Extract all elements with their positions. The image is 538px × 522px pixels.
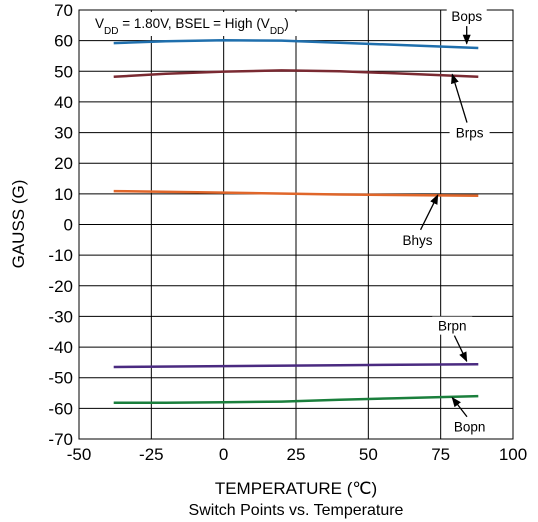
y-axis-title: GAUSS (G): [9, 180, 28, 269]
y-tick-label: 60: [54, 32, 73, 51]
annotation-arrow-brpn: [453, 335, 468, 363]
y-tick-labels: 70 60 50 40 30 20 10 0 -10 -20 -30 -40 -50 -60 -70: [48, 1, 73, 449]
x-tick-label: -25: [139, 445, 164, 464]
y-tick-label: 0: [64, 216, 73, 235]
y-tick-label: 10: [54, 185, 73, 204]
series-line-bopn: [113, 394, 479, 405]
x-tick-label: -50: [67, 445, 92, 464]
y-tick-label: 50: [54, 62, 73, 81]
condition-bg: [92, 12, 338, 36]
annotation-arrow-bhys: [419, 194, 439, 231]
annotation-label-brpn: Brpn: [438, 319, 467, 334]
y-tick-label: 70: [54, 1, 73, 20]
chart-caption: Switch Points vs. Temperature: [189, 502, 404, 519]
annotation-label-brps: Brps: [456, 126, 484, 141]
y-tick-label: 30: [54, 124, 73, 143]
series-line-bhys: [113, 189, 479, 197]
plot-frame: [78, 9, 514, 440]
annotation-label-bops: Bops: [451, 9, 482, 24]
y-tick-label: 20: [54, 154, 73, 173]
x-tick-label: 0: [219, 445, 228, 464]
y-tick-label: -20: [48, 277, 73, 296]
series-lines: [113, 39, 479, 405]
x-axis-title: TEMPERATURE (℃): [215, 479, 377, 498]
y-tick-label: -60: [48, 399, 73, 418]
annotations: Bops Brps Bhys Brpn Bopn: [397, 7, 490, 436]
x-tick-label: 100: [499, 445, 527, 464]
annotation-arrow-bopn: [451, 396, 468, 418]
annotation-label-bopn: Bopn: [454, 420, 486, 435]
x-tick-label: 50: [359, 445, 378, 464]
annotation-bg: [449, 417, 490, 436]
y-tick-label: -50: [48, 369, 73, 388]
condition-text: VDD = 1.80V, BSEL = High (VDD): [95, 16, 289, 37]
annotation-bg: [446, 7, 487, 26]
annotation-bg: [432, 316, 473, 335]
y-tick-label: -40: [48, 338, 73, 357]
annotation-arrow-brps: [451, 73, 468, 123]
x-tick-label: 75: [431, 445, 450, 464]
series-line-bops: [113, 39, 479, 50]
annotation-label-bhys: Bhys: [403, 233, 433, 248]
annotation-bg: [397, 230, 438, 249]
y-tick-label: -30: [48, 307, 73, 326]
y-tick-label: -10: [48, 246, 73, 265]
series-line-brpn: [113, 362, 479, 369]
series-line-brps: [113, 69, 479, 79]
y-tick-label: 40: [54, 93, 73, 112]
x-tick-label: 25: [287, 445, 306, 464]
x-tick-labels: -50 -25 0 25 50 75 100: [67, 445, 527, 464]
y-tick-label: -70: [48, 430, 73, 449]
annotation-bg: [449, 123, 490, 142]
